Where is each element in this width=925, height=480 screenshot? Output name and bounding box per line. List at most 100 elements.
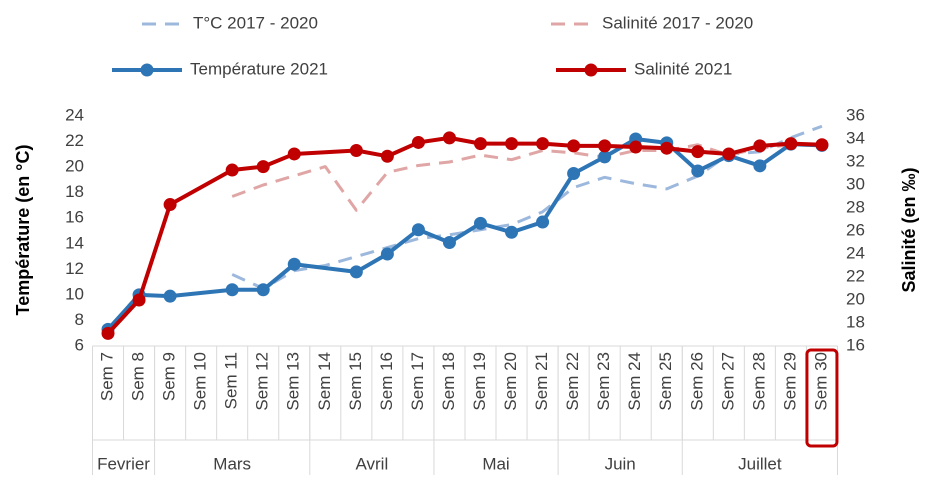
x-tick-label: Sem 29 [780,352,799,411]
x-tick-label: Sem 9 [160,352,179,401]
legend-label: Température 2021 [190,59,328,78]
x-tick-label: Sem 16 [377,352,396,411]
legend-label: Salinité 2017 - 2020 [602,13,753,32]
legend-marker [140,63,154,77]
y-tick-label: 10 [65,284,84,303]
series-marker [753,139,767,153]
series-line [106,203,173,335]
series-marker [567,139,581,153]
x-tick-label: Sem 14 [315,352,334,411]
y2-tick-label: 26 [846,220,865,239]
series-marker [660,141,674,155]
y2-tick-label: 22 [846,266,865,285]
series-marker [784,137,798,151]
x-tick-label: Sem 19 [470,352,489,411]
series-marker [101,326,115,340]
y-tick-label: 6 [75,335,84,354]
x-tick-label: Sem 18 [439,352,458,411]
group-label: Juin [605,454,636,473]
x-tick-label: Sem 23 [594,352,613,411]
group-label: Fevrier [97,454,150,473]
series-marker [442,131,456,145]
series-marker [629,140,643,154]
x-tick-label: Sem 20 [501,352,520,411]
y2-tick-label: 16 [846,335,865,354]
series-marker [411,135,425,149]
series-marker [505,225,519,239]
series-marker [349,144,363,157]
x-tick-label: Sem 26 [687,352,706,411]
series-marker [474,137,487,151]
y2-tick-label: 28 [846,197,865,216]
series-marker [474,216,487,230]
x-tick-label: Sem 25 [656,352,675,411]
gap-connector [169,168,234,207]
series-marker [442,236,456,249]
y-tick-label: 20 [65,157,84,176]
series-marker [598,139,612,153]
y2-tick-label: 18 [846,312,865,331]
x-tick-label: Sem 22 [563,352,582,411]
x-tick-label: Sem 24 [625,352,644,411]
x-tick-label: Sem 28 [749,352,768,411]
y-axis-title: Température (en °C) [13,145,33,316]
series-marker [536,137,550,151]
series-marker [753,159,767,173]
legend-label: T°C 2017 - 2020 [193,13,318,32]
y-tick-label: 16 [65,208,84,227]
y2-axis-title: Salinité (en ‰) [899,167,919,292]
gap-connector [294,148,357,156]
x-tick-label: Sem 13 [284,352,303,411]
x-tick-label: Sem 15 [346,352,365,411]
y-tick-label: 22 [65,131,84,150]
y2-tick-label: 34 [846,128,865,147]
series-marker [163,198,177,212]
legend-marker [584,63,598,77]
gap-connector [169,287,233,299]
y-tick-label: 14 [65,233,84,252]
gap-connector [294,262,357,274]
series-marker [815,138,829,152]
series-line [355,135,823,159]
y-tick-label: 24 [65,105,84,124]
series-marker [225,283,239,297]
y-tick-label: 8 [75,310,84,329]
series-line [231,124,823,290]
group-label: Mars [213,454,251,473]
y-tick-label: 18 [65,182,84,201]
y-tick-label: 12 [65,259,84,278]
series-marker [163,289,177,303]
series-marker [567,167,581,180]
y2-tick-label: 24 [846,243,865,262]
x-tick-label: Sem 10 [191,352,210,411]
series-marker [722,147,736,161]
group-label: Juillet [738,454,782,473]
series-marker [287,257,301,271]
series-marker [691,145,705,159]
x-tick-label: Sem 30 [811,352,830,411]
series-marker [225,163,239,177]
y2-tick-label: 20 [846,289,865,308]
x-tick-label: Sem 7 [98,352,117,401]
x-tick-label: Sem 27 [718,352,737,411]
series-marker [287,147,301,161]
series-marker [598,150,612,164]
series-line [355,137,823,274]
x-tick-label: Sem 21 [532,352,551,411]
series-marker [380,247,394,261]
y2-tick-label: 30 [846,174,865,193]
y2-tick-label: 32 [846,151,865,170]
highlight-box [805,348,839,448]
series-marker [256,283,270,297]
group-label: Mai [482,454,509,473]
x-tick-label: Sem 12 [253,352,272,411]
series-marker [536,215,550,229]
series-marker [691,164,705,178]
x-tick-label: Sem 11 [222,352,241,409]
series-marker [349,265,363,279]
group-label: Avril [355,454,388,473]
x-tick-label: Sem 17 [408,352,427,411]
y2-tick-label: 36 [846,105,865,124]
series-marker [256,160,270,174]
